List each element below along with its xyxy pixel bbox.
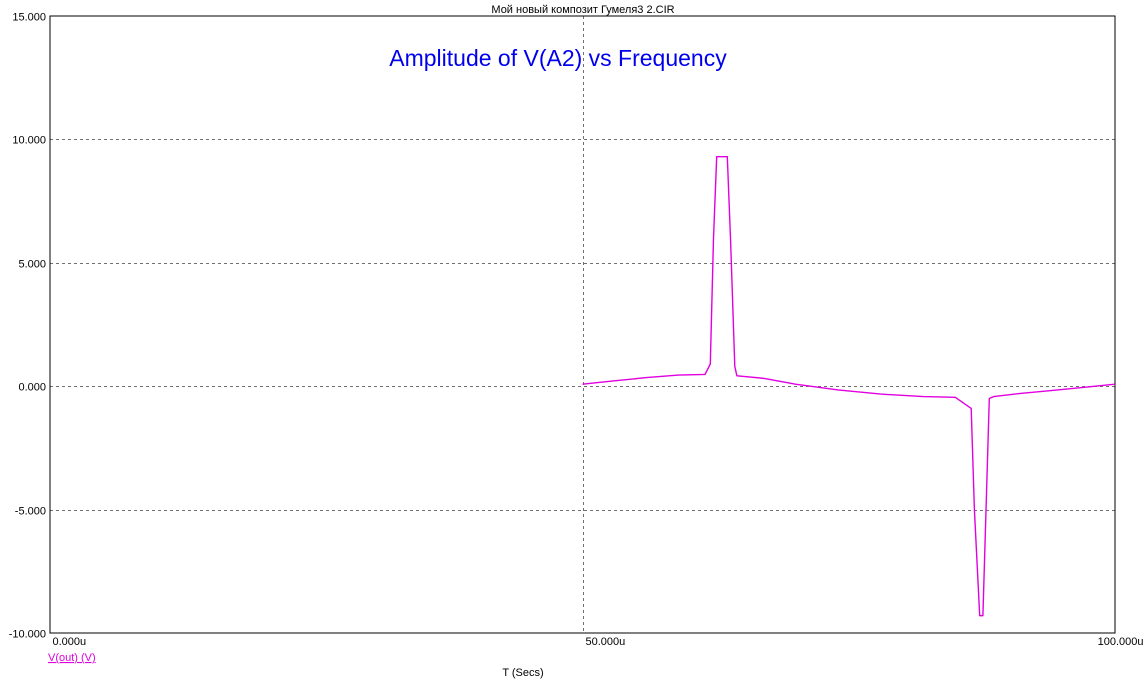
legend-series-label[interactable]: V(out) (V) xyxy=(48,652,96,664)
window-title: Мой новый композит Гумеля3 2.CIR xyxy=(491,4,674,16)
series-lines xyxy=(582,155,1116,617)
x-tick-label: 50.000u xyxy=(586,636,626,648)
x-tick-label: 0.000u xyxy=(53,636,87,648)
chart-title: Amplitude of V(A2) vs Frequency xyxy=(389,45,727,71)
x-tick-label: 100.000u xyxy=(1098,636,1144,648)
y-tick-label: -10.000 xyxy=(9,629,46,641)
y-tick-label: 10.000 xyxy=(12,135,46,147)
y-tick-label: 5.000 xyxy=(18,259,46,271)
plot-frame xyxy=(49,15,1116,634)
y-tick-label: 0.000 xyxy=(18,382,46,394)
y-tick-label: -5.000 xyxy=(15,506,46,518)
x-axis-label: T (Secs) xyxy=(502,667,543,679)
gridlines xyxy=(50,16,1115,633)
y-axis-ticks: 15.000 10.000 5.000 0.000 -5.000 -10.000 xyxy=(9,12,46,641)
y-tick-label: 15.000 xyxy=(12,12,46,24)
series-line xyxy=(582,155,1116,617)
x-axis-ticks: 0.000u 50.000u 100.000u xyxy=(53,636,1144,648)
